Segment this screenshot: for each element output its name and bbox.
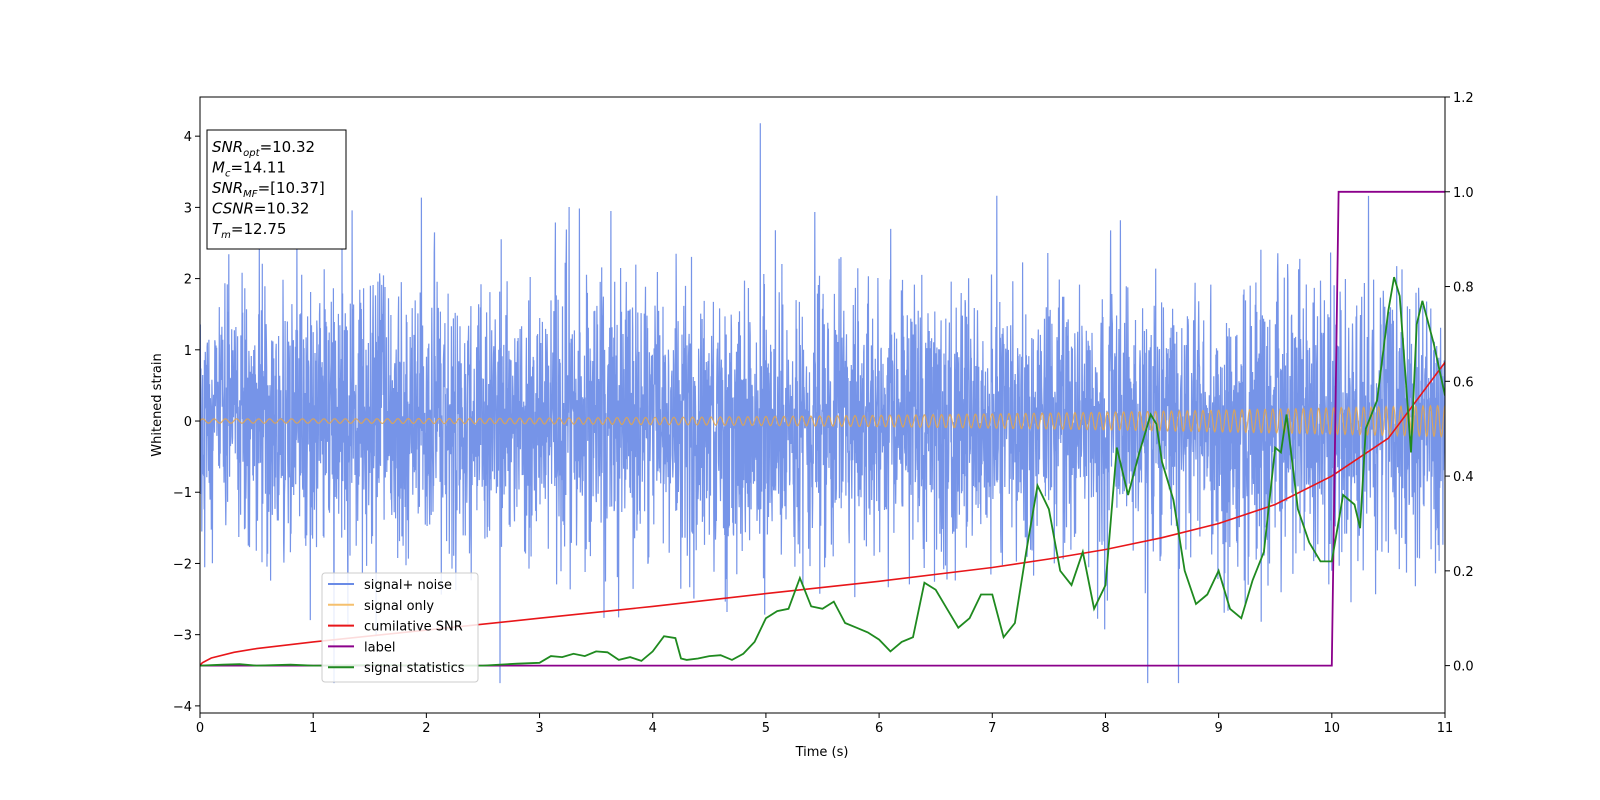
legend-label: signal only: [364, 599, 434, 614]
y-axis-label: Whitened strain: [150, 353, 165, 456]
legend-label: label: [364, 640, 395, 655]
legend-frame: [321, 572, 479, 683]
info-box: SNRopt=10.32Mc=14.11SNRMF=[10.37]CSNR=10…: [206, 129, 347, 250]
y2-tick-label: 0.4: [1453, 470, 1474, 485]
x-tick-label: 1: [309, 721, 317, 736]
y-tick-label: 1: [184, 344, 192, 359]
axes: 0 1 2 3 4 5 6 7 8 9 10 11 −4 −3 −2 −1 0 1 2 3 4 0.0 0.2 0.4 0.6 0…: [173, 91, 1474, 736]
y-tick-label: −3: [173, 629, 192, 644]
info-box-line: SNRopt=10.32: [212, 138, 315, 159]
y-tick-label: 0: [184, 415, 192, 430]
x-tick-label: 7: [988, 721, 996, 736]
y2-tick-label: 0.6: [1453, 375, 1474, 390]
y2-tick-label: 0.8: [1453, 281, 1474, 296]
info-value: =12.75: [231, 220, 287, 238]
legend-label: signal statistics: [364, 661, 465, 676]
info-box-line: Mc=14.11: [212, 159, 286, 180]
y2-tick-label: 0.0: [1453, 660, 1474, 675]
x-tick-label: 5: [762, 721, 770, 736]
info-subscript: c: [225, 169, 231, 180]
info-value: =10.32: [260, 138, 316, 156]
y-tick-label: −4: [173, 700, 192, 715]
plot-frame: [199, 96, 1446, 714]
y2-tick-label: 1.0: [1453, 186, 1474, 201]
info-value: =[10.37]: [258, 179, 325, 197]
x-tick-label: 6: [875, 721, 883, 736]
y2-tick-label: 1.2: [1453, 91, 1474, 106]
info-symbol: SNR: [212, 138, 243, 156]
legend-label: cumilative SNR: [364, 620, 463, 635]
info-symbol: M: [212, 159, 225, 177]
legend-label: signal+ noise: [364, 578, 452, 593]
info-value: =10.32: [254, 200, 310, 218]
x-tick-label: 8: [1101, 721, 1109, 736]
x-tick-label: 2: [422, 721, 430, 736]
info-subscript: opt: [243, 148, 260, 159]
series-signal-only: [200, 404, 1445, 438]
y-tick-label: −1: [173, 486, 192, 501]
info-symbol: SNR: [212, 179, 243, 197]
x-axis-label: Time (s): [795, 745, 849, 760]
info-symbol: T: [212, 220, 223, 238]
x-tick-label: 4: [649, 721, 657, 736]
x-tick-label: 11: [1437, 721, 1454, 736]
info-subscript: MF: [243, 189, 258, 200]
y-tick-label: 4: [184, 130, 192, 145]
y2-tick-label: 0.2: [1453, 565, 1474, 580]
x-tick-label: 3: [535, 721, 543, 736]
y-tick-label: 3: [184, 201, 192, 216]
info-symbol: CSNR: [212, 200, 254, 218]
info-box-frame: [206, 129, 347, 250]
series-label: [200, 190, 1445, 667]
y-tick-label: −2: [173, 557, 192, 572]
y-tick-label: 2: [184, 273, 192, 288]
series-signal-noise: [200, 123, 1445, 684]
plot-area: [200, 123, 1445, 684]
info-value: =14.11: [230, 159, 286, 177]
series-cumulative-snr: [200, 361, 1445, 667]
x-tick-label: 0: [196, 721, 204, 736]
info-subscript: m: [221, 230, 231, 241]
info-box-line: CSNR=10.32: [212, 200, 309, 218]
legend: signal+ noise signal only cumilative SNR la…: [321, 572, 479, 683]
x-tick-label: 10: [1324, 721, 1341, 736]
info-box-line: Tm=12.75: [212, 220, 286, 241]
x-tick-label: 9: [1214, 721, 1222, 736]
series-signal-statistics: [200, 276, 1445, 667]
info-box-line: SNRMF=[10.37]: [212, 179, 325, 200]
